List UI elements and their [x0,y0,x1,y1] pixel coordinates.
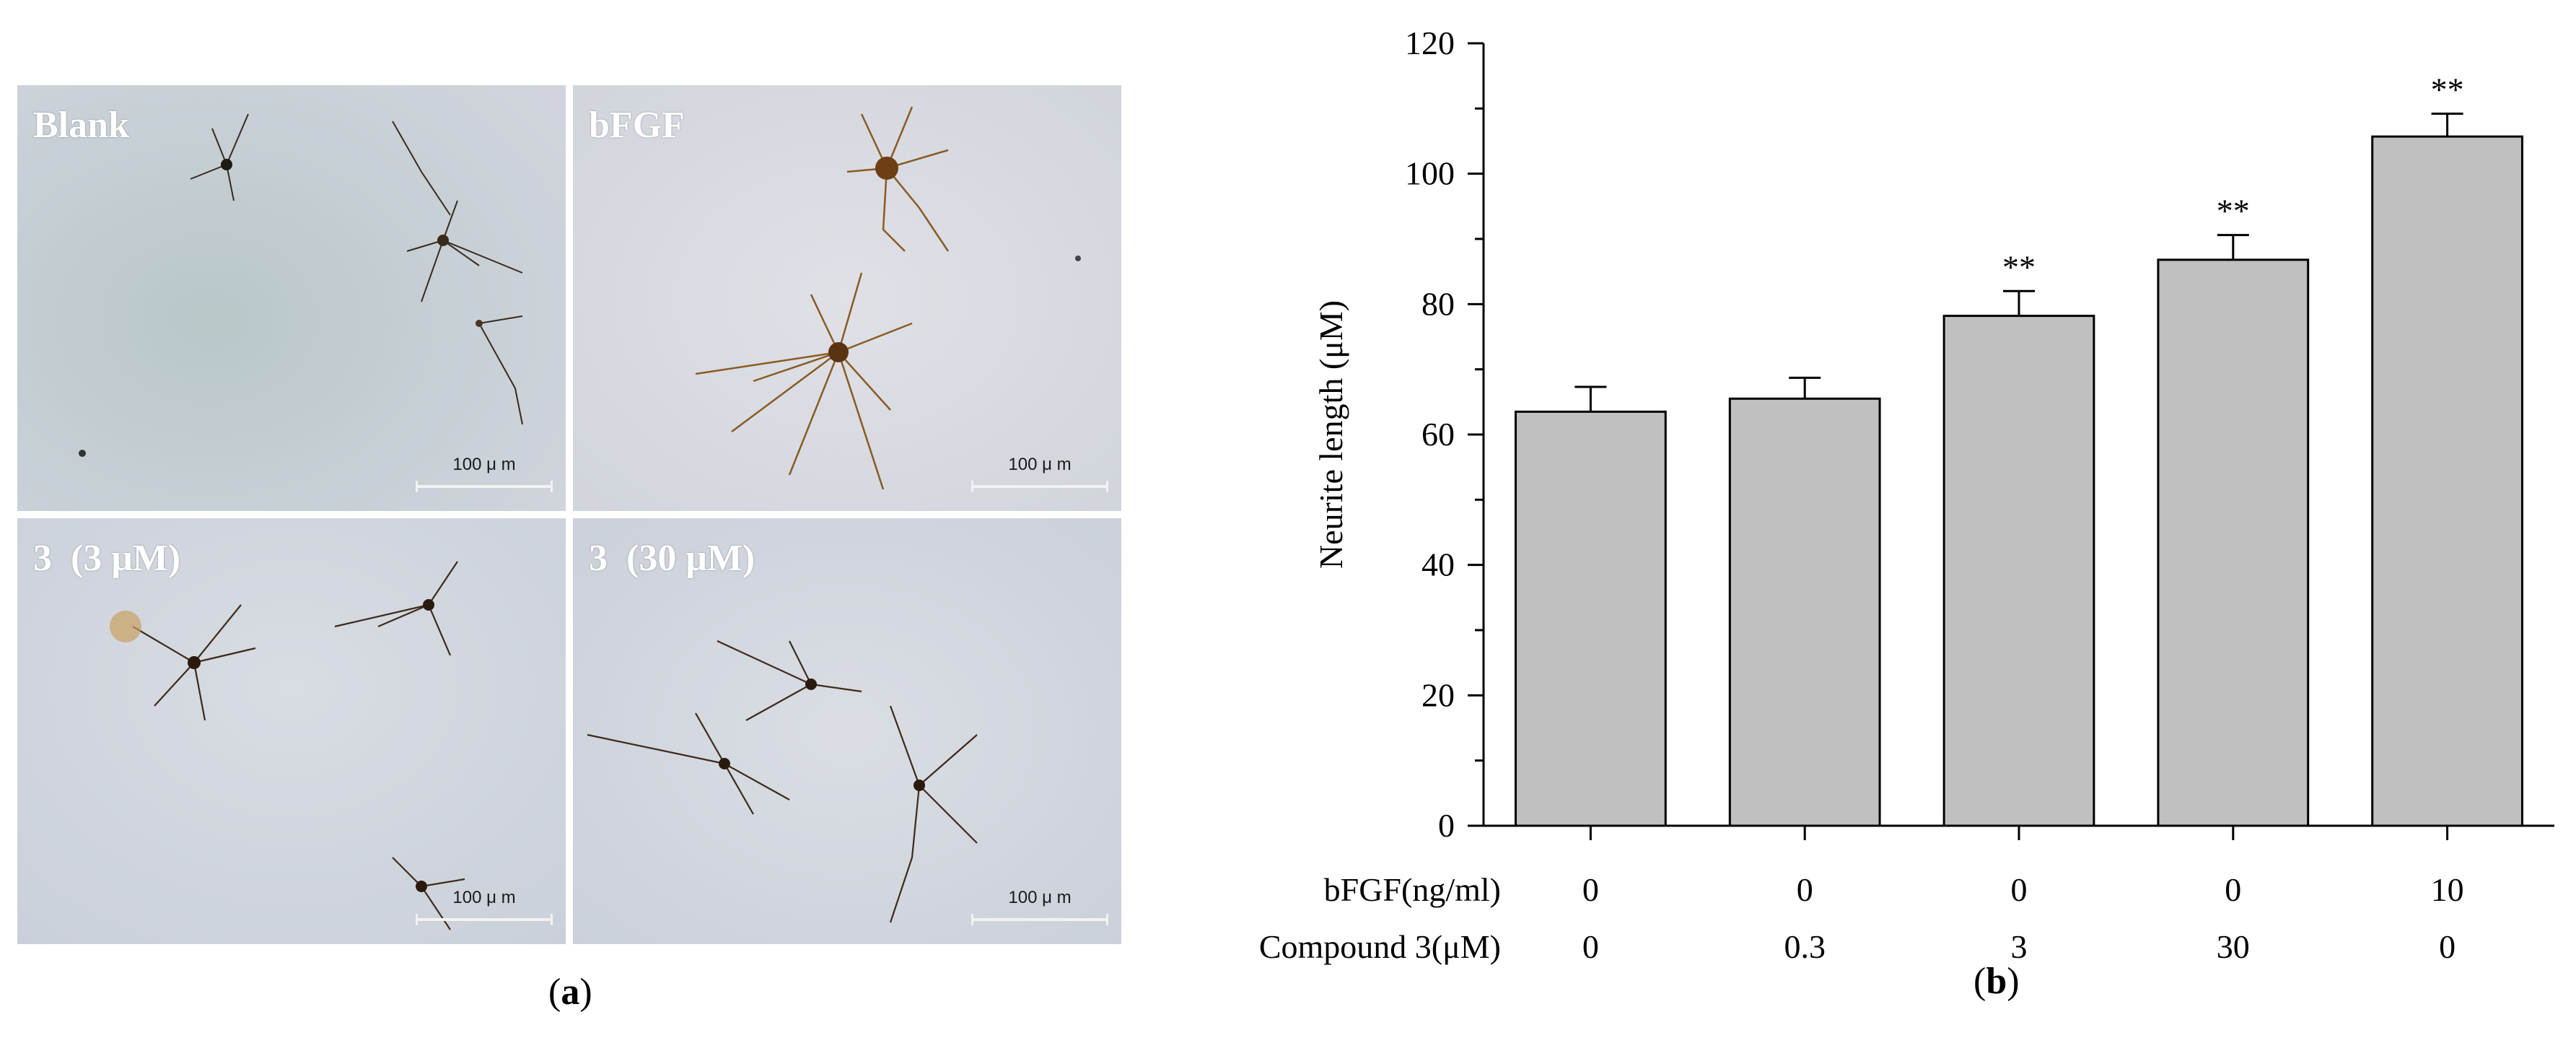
condition-value: 0.3 [1784,928,1826,965]
micrograph-image [17,518,566,944]
micrograph-image [573,85,1121,511]
scale-bar: 100 μ m [416,888,553,931]
micrograph-label: 3 (3 μM) [33,538,181,579]
condition-value: 0 [1797,871,1813,908]
scale-bar: 100 μ m [416,455,553,498]
micrograph-label: Blank [33,105,129,146]
significance-label: ** [2431,71,2464,108]
panel-a-caption: (a) [548,972,592,1013]
y-tick-label: 100 [1405,155,1455,192]
y-tick-label: 80 [1421,285,1455,322]
y-tick-label: 0 [1438,807,1455,844]
scale-bar-label: 100 μ m [1008,888,1072,907]
significance-label: ** [2002,248,2036,285]
bar [1728,397,1881,827]
y-tick-label: 20 [1421,676,1455,713]
scale-bar-label: 100 μ m [1008,455,1072,474]
condition-row-label: Compound 3(μM) [1259,928,1501,965]
micrograph-label: bFGF [589,105,685,146]
micrograph-3um: 3 (3 μM) 100 μ m [17,518,566,944]
condition-value: 30 [2217,928,2250,965]
scale-bar-label: 100 μ m [452,888,516,907]
bar [1515,410,1667,827]
condition-value: 10 [2431,871,2464,908]
micrograph-panel: Blank 100 μ m bFGF 100 μ m [17,85,1121,946]
panel-b-caption: (b) [1973,961,2020,1002]
y-axis-label: Neurite length (μM) [1313,300,1349,569]
neurite-length-chart: 0 20 40 60 80 100 120 ** ** ** bFGF(ng/ml) 0 0 0 0 10 C… [1259,25,2554,965]
significance-label: ** [2217,193,2250,230]
condition-value: 0 [2439,928,2455,965]
micrograph-blank: Blank 100 μ m [17,85,566,511]
condition-value: 3 [2011,928,2028,965]
y-tick-label: 60 [1421,416,1455,453]
panel-b-letter: b [1986,961,2007,1002]
micrograph-bfgf: bFGF 100 μ m [573,85,1121,511]
micrograph-image [17,85,566,511]
bar [2157,258,2310,827]
y-tick-label: 40 [1421,546,1455,583]
bar [1942,315,2095,827]
condition-value: 0 [2011,871,2028,908]
micrograph-label: 3 (30 μM) [589,538,755,579]
panel-a-letter: a [561,972,580,1013]
scale-bar: 100 μ m [971,888,1108,931]
condition-value: 0 [1582,871,1599,908]
condition-value: 0 [2225,871,2241,908]
y-tick-label: 120 [1405,25,1455,61]
micrograph-image [573,518,1121,944]
bar [2371,135,2523,827]
scale-bar-label: 100 μ m [452,455,516,474]
micrograph-30um: 3 (30 μM) 100 μ m [573,518,1121,944]
scale-bar: 100 μ m [971,455,1108,498]
condition-value: 0 [1582,928,1599,965]
condition-row-label: bFGF(ng/ml) [1324,871,1501,908]
